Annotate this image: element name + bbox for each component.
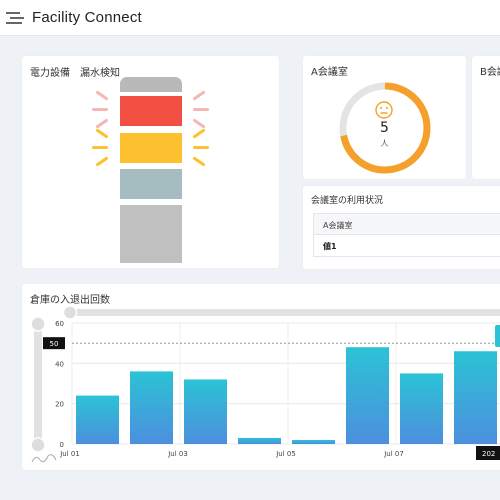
threshold-badge <box>43 337 65 350</box>
power-card-title: 電力設備 <box>30 68 70 79</box>
alert-ray-icon <box>192 118 206 129</box>
horizontal-zoom-track[interactable] <box>70 309 500 316</box>
series-toggle-button[interactable] <box>495 325 500 347</box>
bar-jul-06 <box>346 347 389 444</box>
bar-jul-08 <box>454 351 497 444</box>
signal-light-red <box>120 96 182 126</box>
x-tick-label: Jul 05 <box>275 450 296 458</box>
bar-jul-01 <box>76 395 119 444</box>
bar-jul-04 <box>238 437 281 444</box>
alert-ray-icon <box>95 118 109 129</box>
occupancy-ring-fill <box>339 82 431 174</box>
menu-icon[interactable] <box>6 10 24 26</box>
alert-ray-icon <box>193 146 209 149</box>
alert-ray-icon <box>192 128 206 139</box>
bar-jul-03 <box>184 379 227 444</box>
warehouse-entry-chart-card: 倉庫の入退出回数 0 20 40 60 50 Jul 01 Jul 03 Jul 05 Jul … <box>22 284 500 470</box>
vertical-zoom-handle-bottom[interactable] <box>30 437 46 453</box>
occupancy-ring <box>339 82 431 174</box>
occupancy-unit: 人 <box>380 139 389 148</box>
power-card: 電力設備 漏水検知 <box>22 56 279 268</box>
signal-light-teal <box>120 169 182 199</box>
bar-jul-07 <box>400 373 443 444</box>
occupancy-count: 5 <box>380 120 389 136</box>
neutral-face-icon <box>375 101 393 119</box>
alert-ray-icon <box>95 156 109 167</box>
bar-jul-05 <box>292 439 335 444</box>
horizontal-zoom-handle[interactable] <box>62 305 78 320</box>
room-usage-title: 会議室の利用状況 <box>311 196 384 206</box>
threshold-label: 50 <box>50 340 59 348</box>
y-tick-label: 20 <box>55 401 64 409</box>
x-tick-label: 202 <box>482 450 495 458</box>
x-tick-label: Jul 03 <box>167 450 188 458</box>
x-tick-label: Jul 01 <box>59 450 80 458</box>
room-usage-card: 会議室の利用状況 A会議室 値1 <box>303 186 500 269</box>
signal-tower-cap <box>120 77 182 92</box>
room-a-title: A会議室 <box>311 67 348 78</box>
room-b-title: B会議室 <box>480 67 500 78</box>
room-b-card: B会議室 <box>472 56 500 179</box>
y-tick-label: 40 <box>55 360 64 368</box>
range-preview-icon <box>31 454 57 463</box>
vertical-zoom-track[interactable] <box>34 321 42 449</box>
alert-ray-icon <box>192 156 206 167</box>
y-tick-label: 0 <box>60 441 64 449</box>
app-header: Facility Connect <box>0 0 500 36</box>
bar-chart: 0 20 40 60 50 Jul 01 Jul 03 Jul 05 Jul 07 202 <box>30 305 500 463</box>
usage-table: A会議室 値1 <box>313 213 500 257</box>
x-axis-pointer-badge <box>476 446 500 460</box>
alert-ray-icon <box>92 146 108 149</box>
usage-table-cell: 値1 <box>323 242 337 251</box>
room-a-card: A会議室 5 人 <box>303 56 466 179</box>
alert-ray-icon <box>95 90 109 101</box>
signal-tower-base <box>120 205 182 263</box>
app-title: Facility Connect <box>32 9 142 26</box>
usage-table-header: A会議室 <box>314 214 500 235</box>
vertical-zoom-handle-top[interactable] <box>30 316 46 332</box>
bar-jul-02 <box>130 371 173 444</box>
leak-detection-label: 漏水検知 <box>80 68 120 79</box>
alert-ray-icon <box>192 90 206 101</box>
signal-light-yellow <box>120 133 182 163</box>
alert-ray-icon <box>95 128 109 139</box>
alert-ray-icon <box>193 108 209 111</box>
x-tick-label: Jul 07 <box>383 450 404 458</box>
y-tick-label: 60 <box>55 320 64 328</box>
chart-title: 倉庫の入退出回数 <box>30 295 110 306</box>
alert-ray-icon <box>92 108 108 111</box>
